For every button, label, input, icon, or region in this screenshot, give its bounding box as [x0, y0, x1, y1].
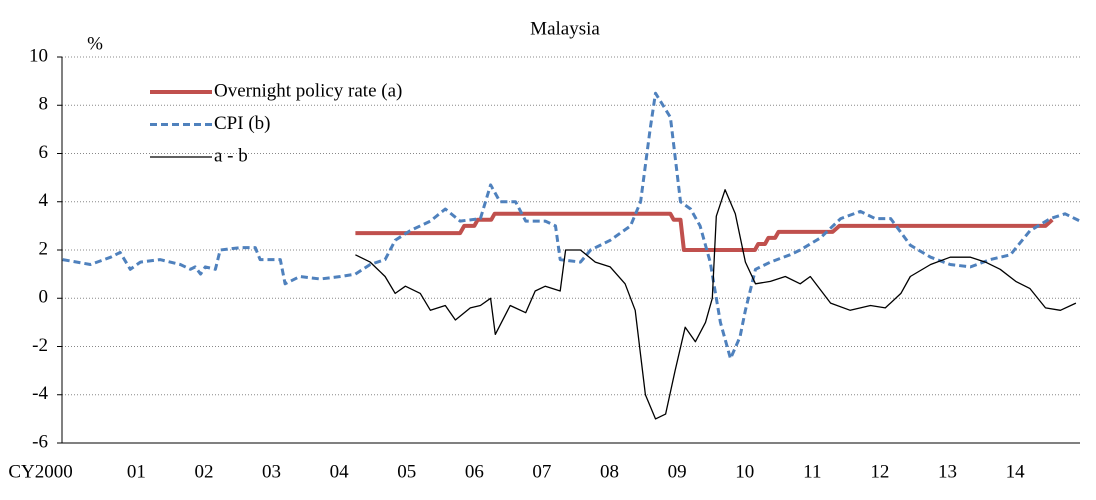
x-tick-label: 11: [803, 461, 821, 482]
y-tick-label: 8: [39, 94, 49, 115]
y-tick-label: 0: [39, 287, 49, 308]
x-tick-label: 08: [600, 461, 619, 482]
x-tick-label: 09: [668, 461, 687, 482]
y-tick-label: -2: [32, 335, 48, 356]
series-line: [355, 189, 1077, 420]
chart-title: Malaysia: [530, 18, 600, 39]
y-tick-label: 10: [29, 45, 48, 66]
x-tick-label: 14: [1006, 461, 1026, 482]
y-tick-label: 2: [39, 238, 49, 259]
x-tick-label: 03: [262, 461, 281, 482]
y-tick-label: 4: [39, 190, 49, 211]
x-tick-label: 12: [870, 461, 889, 482]
series-line: [355, 211, 1054, 252]
legend-label: a - b: [214, 145, 248, 166]
y-tick-label: 6: [39, 142, 49, 163]
x-tick-label: 05: [397, 461, 416, 482]
x-tick-label: 02: [194, 461, 213, 482]
series-line: [62, 91, 1081, 361]
y-unit: %: [87, 33, 103, 54]
legend-label: CPI (b): [214, 113, 270, 134]
x-tick-label: 06: [465, 461, 484, 482]
x-tick-label: 04: [330, 461, 350, 482]
legend-label: Overnight policy rate (a): [214, 80, 402, 101]
x-tick-label: 07: [532, 461, 551, 482]
y-tick-label: -6: [32, 431, 48, 452]
x-tick-label: 01: [127, 461, 146, 482]
x-tick-label: 10: [735, 461, 754, 482]
x-tick-label: 13: [938, 461, 957, 482]
x-tick-label: CY2000: [8, 461, 72, 482]
y-tick-label: -4: [32, 383, 48, 404]
